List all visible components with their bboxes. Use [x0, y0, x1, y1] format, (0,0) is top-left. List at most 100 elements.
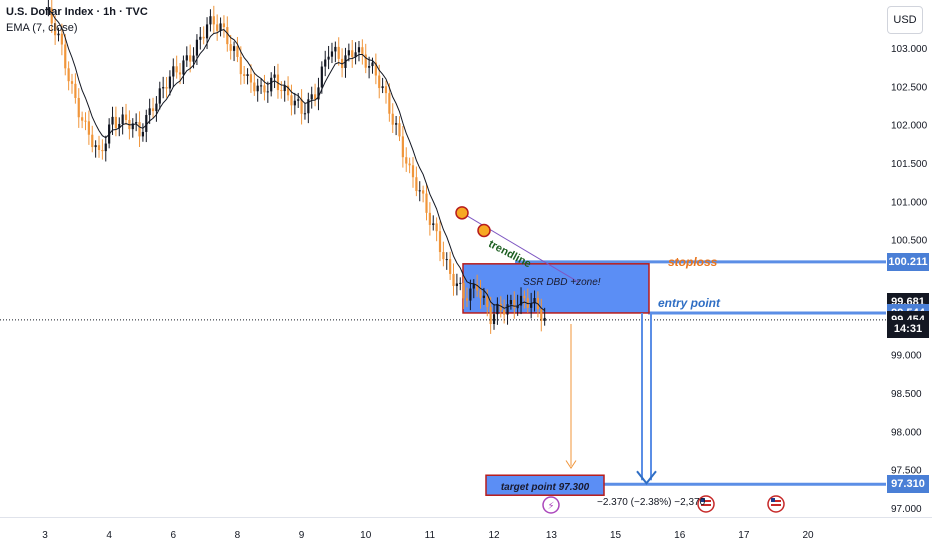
candle-body	[135, 122, 138, 124]
candle-body	[442, 252, 445, 260]
candle-body	[124, 114, 128, 120]
candle-body	[286, 85, 290, 96]
candle-body	[195, 39, 199, 56]
candle-body	[77, 97, 80, 118]
candle-body	[334, 46, 337, 52]
candle-body	[479, 290, 482, 298]
candle-body	[148, 108, 151, 116]
candle-body	[236, 46, 239, 57]
x-tick-label: 6	[171, 530, 177, 541]
candle-body	[357, 47, 361, 53]
candle-body	[162, 87, 165, 89]
candle-body	[452, 273, 455, 286]
candle-body	[293, 100, 296, 106]
candle-body	[297, 99, 300, 101]
x-tick-label: 10	[360, 530, 372, 541]
candle-body	[185, 55, 188, 61]
currency-button[interactable]: USD	[887, 6, 923, 34]
candle-body	[246, 74, 249, 77]
candle-body	[499, 303, 502, 311]
candle-body	[465, 298, 469, 301]
ema-line	[44, 8, 545, 312]
indicator-label[interactable]: EMA (7, close)	[6, 22, 78, 34]
measure-label: −2.370 (−2.38%) −2,370	[597, 497, 706, 508]
price-badge-target: 97.310	[887, 475, 929, 494]
x-tick-label: 11	[425, 530, 436, 541]
candle-body	[199, 36, 202, 40]
projection-arrowhead	[565, 460, 577, 470]
candle-body	[516, 305, 519, 309]
candle-body	[476, 284, 479, 291]
trendline-touch-1	[455, 206, 469, 220]
candle-body	[151, 108, 155, 112]
candle-body	[249, 74, 253, 83]
target-box	[485, 474, 605, 496]
candle-body	[280, 90, 283, 92]
candle-body	[172, 66, 175, 77]
x-tick-label: 15	[610, 530, 622, 541]
y-tick-label: 101.000	[891, 197, 928, 208]
flag-stripe	[701, 504, 711, 506]
candle-body	[489, 307, 492, 325]
candle-body	[54, 23, 57, 36]
candle-body	[533, 298, 536, 304]
candle-body	[519, 295, 523, 306]
candle-body	[388, 93, 391, 114]
candle-body	[165, 87, 168, 89]
candle-body	[283, 85, 286, 92]
candle-body	[94, 145, 97, 148]
candle-body	[543, 317, 546, 321]
candle-body	[462, 282, 465, 299]
y-tick-label: 100.500	[891, 236, 928, 247]
candle-body	[320, 66, 323, 88]
candle-body	[226, 27, 229, 45]
candle-body	[381, 86, 384, 89]
candle-body	[182, 60, 185, 75]
candle-body	[290, 95, 293, 106]
measure-arrowhead	[636, 470, 657, 485]
candle-body	[496, 303, 499, 315]
candle-body	[205, 24, 209, 39]
candle-body	[418, 190, 421, 192]
candle-body	[530, 303, 533, 308]
candle-body	[121, 114, 124, 124]
x-tick-label: 17	[738, 530, 750, 541]
candle-body	[175, 66, 178, 73]
candle-body	[391, 113, 394, 125]
candle-body	[141, 131, 145, 137]
candle-body	[330, 51, 334, 57]
candle-body	[232, 46, 236, 51]
candle-body	[118, 123, 121, 129]
target-point-label: target point 97.300	[500, 481, 590, 493]
candle-body	[428, 212, 431, 225]
candle-body	[168, 76, 172, 89]
candle-body	[371, 62, 374, 67]
y-tick-label: 98.500	[891, 389, 922, 400]
candle-body	[84, 120, 87, 122]
y-tick-label: 99.000	[891, 351, 922, 362]
candle-body	[50, 8, 53, 24]
candle-body	[509, 300, 513, 305]
candle-body	[395, 123, 398, 125]
candle-body	[354, 52, 357, 58]
candle-body	[256, 85, 259, 92]
candle-body	[337, 46, 340, 59]
flag-stripe	[701, 500, 711, 502]
y-tick-label: 97.000	[891, 504, 922, 515]
entry-point-label: entry point	[658, 296, 720, 310]
x-tick-label: 9	[299, 530, 305, 541]
candle-body	[540, 309, 543, 321]
candle-body	[266, 91, 269, 93]
candle-body	[523, 295, 526, 299]
candle-body	[87, 121, 90, 135]
candle-body	[486, 295, 489, 308]
candle-body	[411, 165, 415, 178]
flag-canton	[771, 498, 775, 502]
candle-body	[445, 259, 448, 261]
candle-body	[472, 284, 475, 289]
y-tick-label: 102.000	[891, 121, 928, 132]
stoploss-label: stoploss	[668, 255, 718, 269]
candle-body	[219, 23, 222, 31]
candle-body	[229, 44, 232, 51]
